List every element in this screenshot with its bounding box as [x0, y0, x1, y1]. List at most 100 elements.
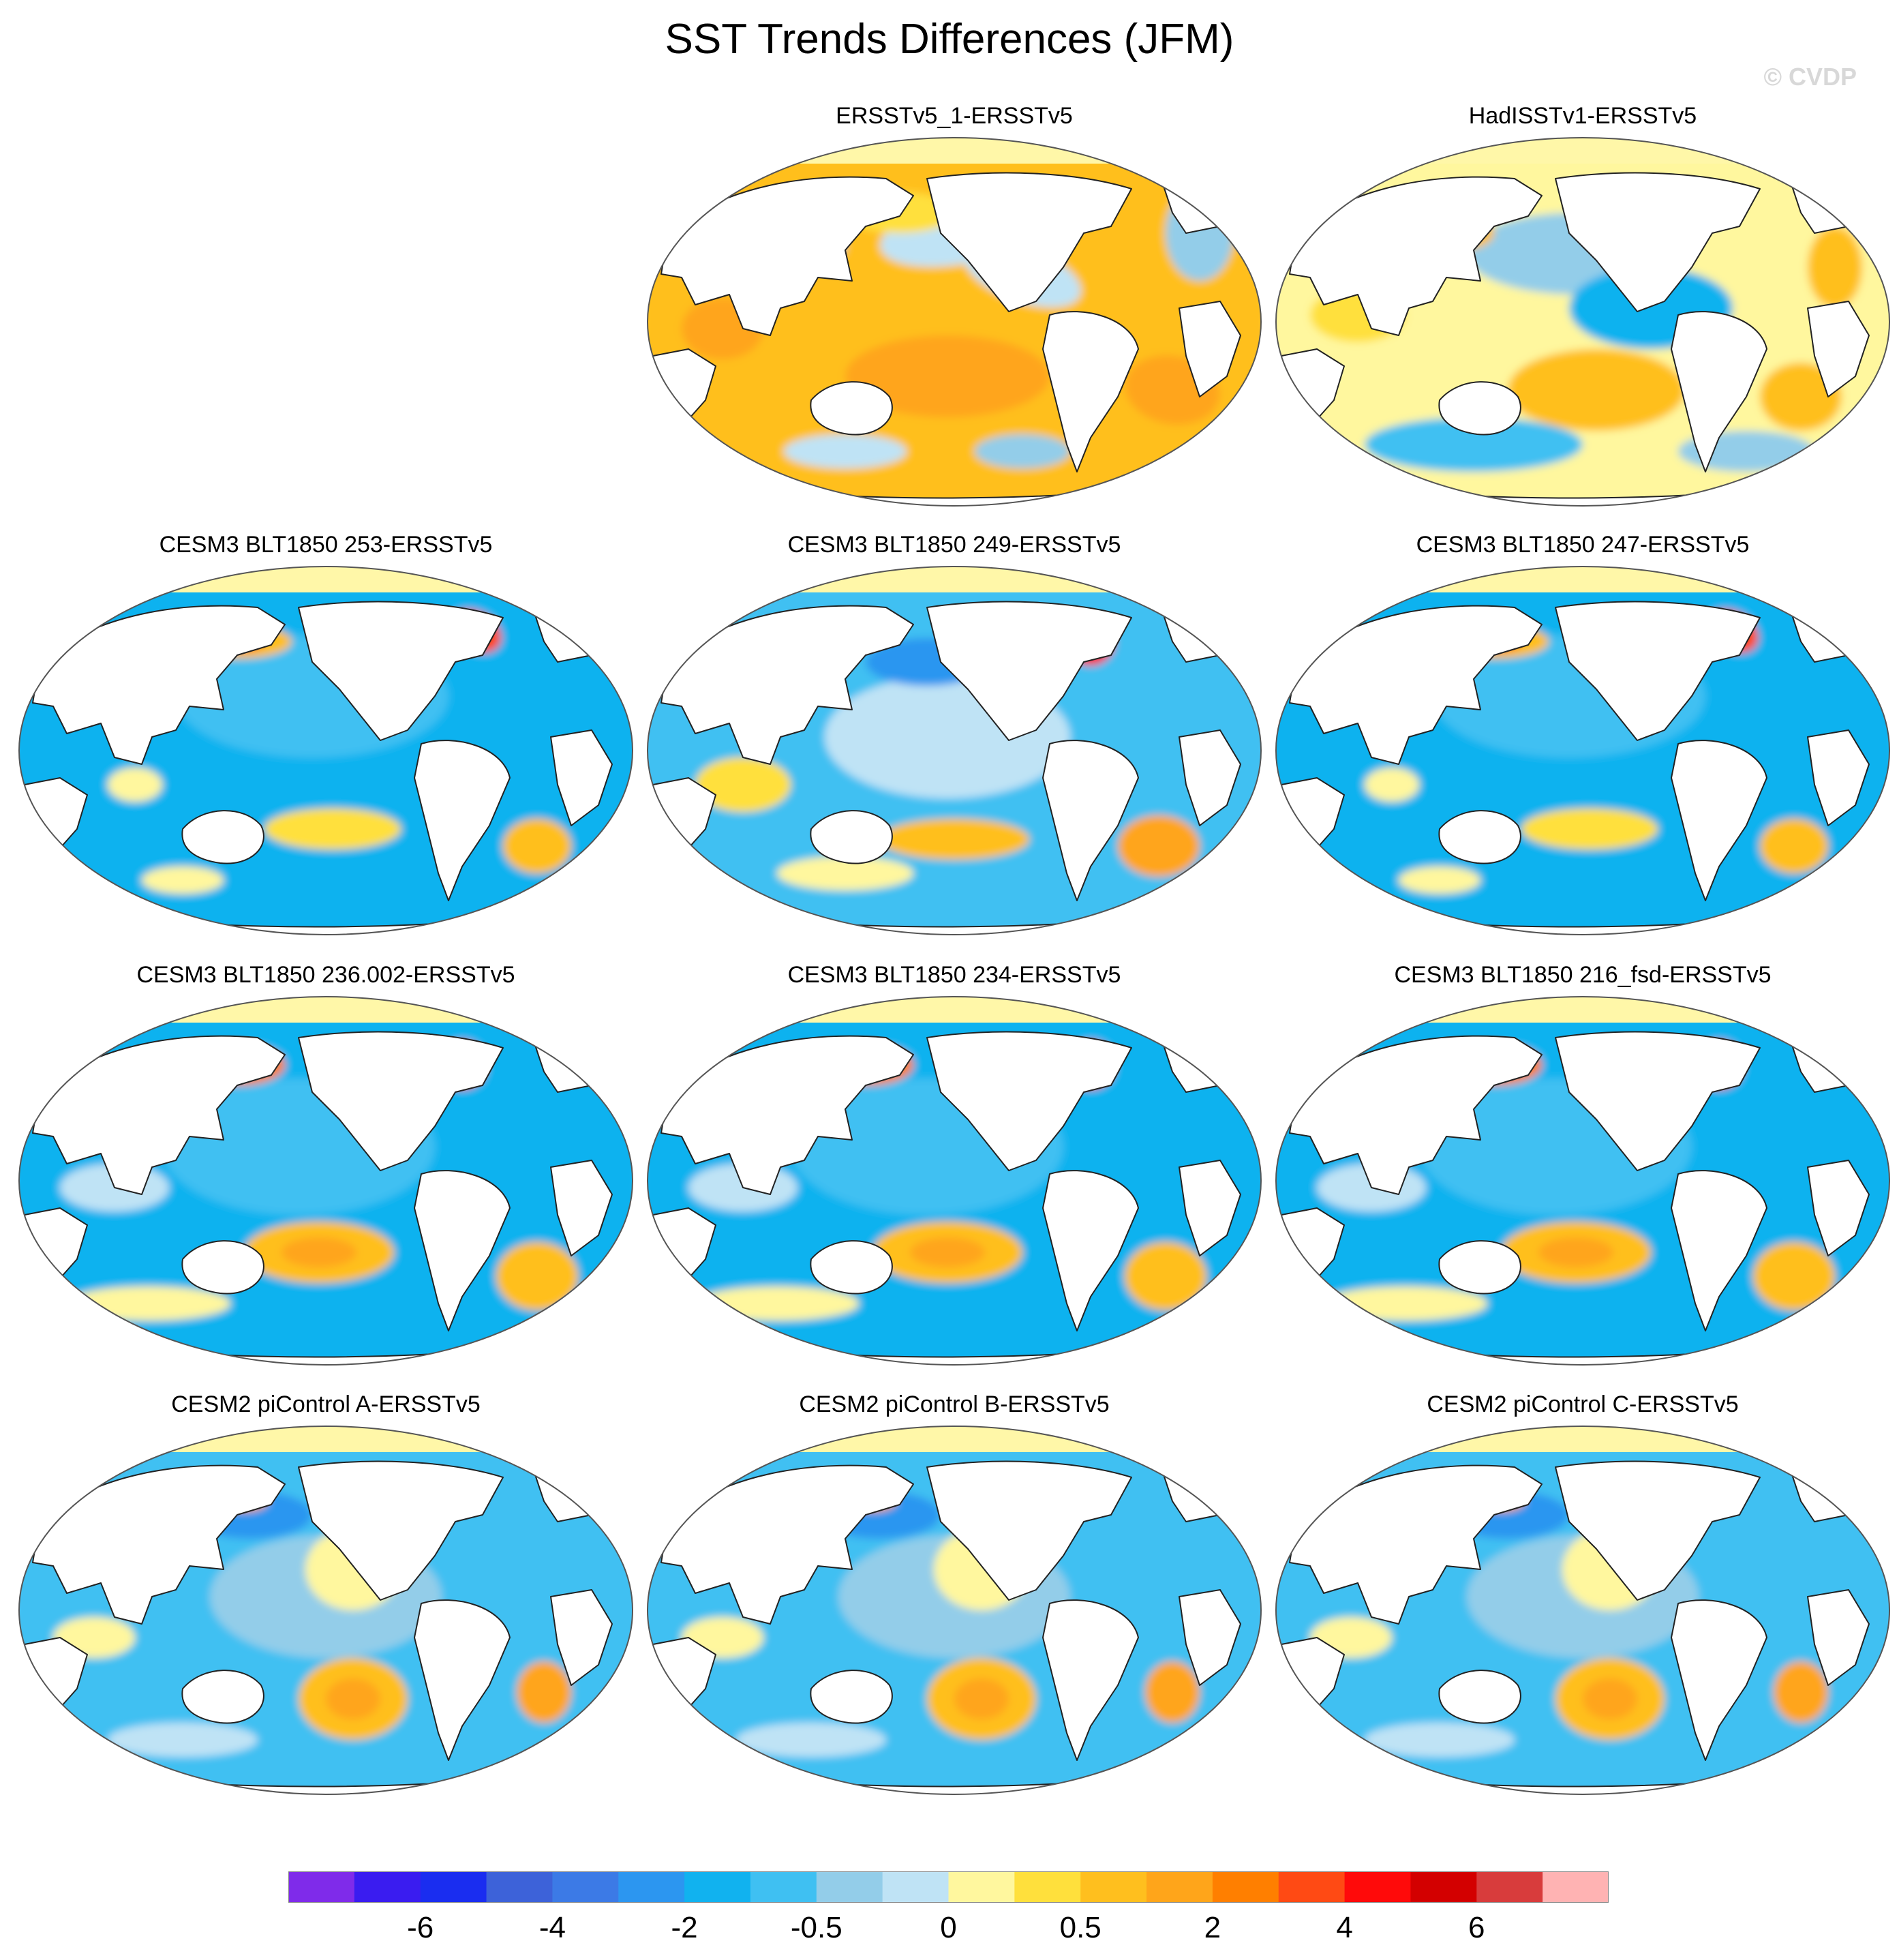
map-panel: CESM2 piControl B-ERSSTv5	[641, 1389, 1268, 1812]
australia-landmass	[181, 810, 264, 864]
south-america-landmass	[414, 1599, 511, 1761]
colorbar-tick-label: -2	[671, 1911, 698, 1944]
colorbar-swatch	[882, 1871, 949, 1903]
sst-field	[19, 567, 633, 935]
colorbar-swatch	[1212, 1871, 1279, 1903]
map-border	[1275, 566, 1890, 935]
colorbar-swatch	[1080, 1871, 1147, 1903]
south-america-landmass	[414, 740, 511, 901]
map-panel: CESM3 BLT1850 253-ERSSTv5	[12, 530, 639, 952]
sst-field	[19, 1426, 633, 1794]
colorbar-swatch	[948, 1871, 1015, 1903]
south-america-landmass	[1042, 1599, 1139, 1761]
map-border	[1275, 1426, 1890, 1795]
africa-west-coast	[1179, 729, 1241, 826]
map-panel: CESM3 BLT1850 216_fsd-ERSSTv5	[1269, 960, 1896, 1383]
panel-title: CESM2 piControl C-ERSSTv5	[1427, 1391, 1739, 1417]
colorbar-swatch	[1014, 1871, 1081, 1903]
map-panel: HadISSTv1-ERSSTv5	[1269, 101, 1896, 524]
arctic-sea-ice	[19, 997, 633, 1023]
colorbar-tick-label: 2	[1204, 1911, 1221, 1944]
australia-landmass	[1438, 1240, 1521, 1295]
australia-landmass	[181, 1240, 264, 1295]
colorbar-swatch	[1476, 1871, 1543, 1903]
colorbar-tick-label: 0	[940, 1911, 957, 1944]
north-america-landmass	[926, 172, 1132, 312]
arctic-sea-ice	[1276, 567, 1889, 592]
sst-trend-map	[647, 137, 1262, 507]
panel-title: CESM2 piControl A-ERSSTv5	[171, 1391, 481, 1417]
colorbar-swatch	[1278, 1871, 1346, 1903]
panel-title: CESM3 BLT1850 253-ERSSTv5	[159, 532, 493, 558]
colorbar-swatch	[486, 1871, 553, 1903]
map-border	[18, 996, 633, 1366]
australia-landmass	[1438, 381, 1521, 436]
sst-trend-map	[18, 566, 633, 935]
north-america-landmass	[926, 1031, 1132, 1171]
south-america-landmass	[1671, 740, 1767, 901]
colorbar-swatch	[750, 1871, 817, 1903]
south-america-landmass	[1042, 311, 1139, 472]
south-america-landmass	[1671, 1599, 1767, 1761]
africa-west-coast	[550, 729, 613, 826]
africa-west-coast	[1807, 1160, 1870, 1256]
australia-landmass	[810, 810, 893, 864]
sst-trend-map	[647, 566, 1262, 935]
arctic-sea-ice	[648, 1426, 1261, 1452]
sst-trend-map	[1275, 996, 1890, 1366]
colorbar-swatch	[684, 1871, 751, 1903]
sst-trend-map	[1275, 137, 1890, 507]
north-america-landmass	[926, 601, 1132, 741]
africa-west-coast	[1807, 729, 1870, 826]
map-border	[1275, 996, 1890, 1366]
sst-field	[1276, 138, 1889, 506]
map-panel: CESM2 piControl C-ERSSTv5	[1269, 1389, 1896, 1812]
panel-title: ERSSTv5_1-ERSSTv5	[836, 103, 1073, 129]
sst-field	[648, 997, 1261, 1365]
south-america-landmass	[1671, 1170, 1767, 1331]
north-america-landmass	[1555, 1031, 1761, 1171]
colorbar-swatch	[1344, 1871, 1411, 1903]
arctic-sea-ice	[19, 567, 633, 592]
north-america-landmass	[1555, 601, 1761, 741]
sst-field	[648, 138, 1261, 506]
africa-west-coast	[1179, 301, 1241, 397]
colorbar-swatch	[420, 1871, 487, 1903]
map-border	[18, 1426, 633, 1795]
africa-west-coast	[550, 1160, 613, 1256]
colorbar-tick-label: -6	[407, 1911, 434, 1944]
map-panel: CESM3 BLT1850 247-ERSSTv5	[1269, 530, 1896, 952]
map-panel: CESM3 BLT1850 249-ERSSTv5	[641, 530, 1268, 952]
colorbar-frame	[288, 1871, 1609, 1903]
north-america-landmass	[926, 1460, 1132, 1601]
map-border	[647, 137, 1262, 507]
south-america-landmass	[1671, 311, 1767, 472]
sst-trend-map	[647, 996, 1262, 1366]
map-panel: CESM2 piControl A-ERSSTv5	[12, 1389, 639, 1812]
colorbar-tick-label: -4	[538, 1911, 566, 1944]
arctic-sea-ice	[19, 1426, 633, 1452]
sst-trend-map	[18, 996, 633, 1366]
map-border	[647, 1426, 1262, 1795]
panel-title: CESM3 BLT1850 249-ERSSTv5	[787, 532, 1121, 558]
map-panel: CESM3 BLT1850 236.002-ERSSTv5	[12, 960, 639, 1383]
south-america-landmass	[1042, 740, 1139, 901]
arctic-sea-ice	[648, 567, 1261, 592]
colorbar	[288, 1871, 1609, 1903]
panel-title: CESM2 piControl B-ERSSTv5	[799, 1391, 1110, 1417]
sst-trend-map	[18, 1426, 633, 1795]
australia-landmass	[1438, 1670, 1521, 1724]
colorbar-tick-label: 4	[1336, 1911, 1353, 1944]
map-border	[647, 566, 1262, 935]
south-america-landmass	[414, 1170, 511, 1331]
australia-landmass	[810, 1670, 893, 1724]
arctic-sea-ice	[1276, 997, 1889, 1023]
sst-field	[1276, 997, 1889, 1365]
sst-trend-map	[1275, 566, 1890, 935]
north-america-landmass	[298, 1460, 504, 1601]
sst-field	[648, 1426, 1261, 1794]
africa-west-coast	[1807, 1589, 1870, 1686]
africa-west-coast	[1807, 301, 1870, 397]
australia-landmass	[181, 1670, 264, 1724]
panel-title: CESM3 BLT1850 236.002-ERSSTv5	[136, 962, 515, 988]
